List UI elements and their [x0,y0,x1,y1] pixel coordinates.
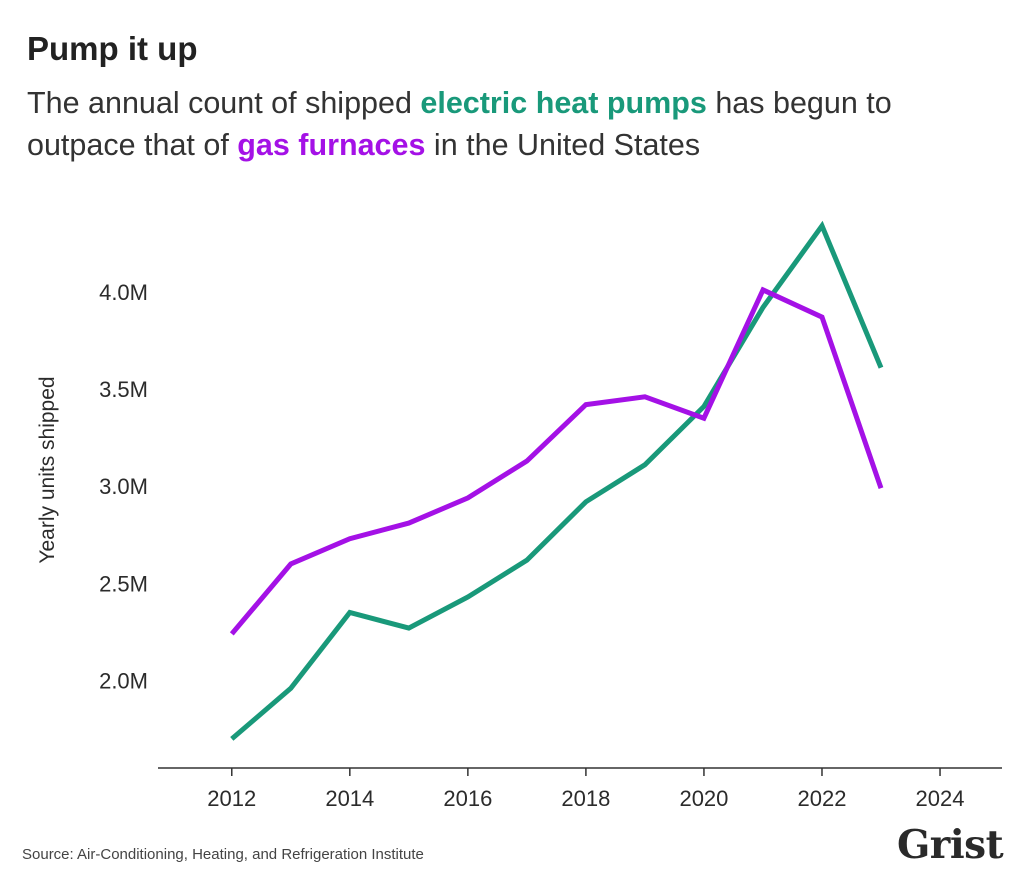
subtitle-text-1: The annual count of shipped [27,86,421,120]
y-tick-label: 2.5M [99,571,148,596]
series-line-electric-heat-pumps [230,220,884,741]
y-tick-label: 4.0M [99,280,148,305]
chart-title: Pump it up [27,30,198,67]
y-tick-label: 3.0M [99,474,148,499]
subtitle-heat-pumps-label: electric heat pumps [420,86,707,120]
y-tick-label: 2.0M [99,669,148,694]
x-tick-label: 2020 [679,786,728,811]
x-tick-label: 2016 [443,786,492,811]
grist-logo: Grist [897,822,1004,868]
x-tick-label: 2018 [561,786,610,811]
chart-subtitle: The annual count of shipped electric hea… [27,82,1007,166]
x-axis: 2012 2014 2016 2018 2020 2022 2024 [158,767,1002,811]
y-axis-title: Yearly units shipped [36,376,59,563]
subtitle-text-3: in the United States [425,128,701,162]
series-lines [229,220,884,741]
x-tick-label: 2014 [325,786,374,811]
y-tick-label: 3.5M [99,377,148,402]
x-tick-label: 2022 [798,786,847,811]
subtitle-text-2: has begun to outpace that of [27,86,892,162]
series-line-gas-furnaces [229,286,884,636]
y-axis-tick-labels: 2.0M 2.5M 3.0M 3.5M 4.0M [99,280,148,694]
source-note: Source: Air-Conditioning, Heating, and R… [22,846,424,863]
x-tick-label: 2012 [207,786,256,811]
x-tick-label: 2024 [916,786,965,811]
subtitle-gas-furnaces-label: gas furnaces [237,128,426,162]
